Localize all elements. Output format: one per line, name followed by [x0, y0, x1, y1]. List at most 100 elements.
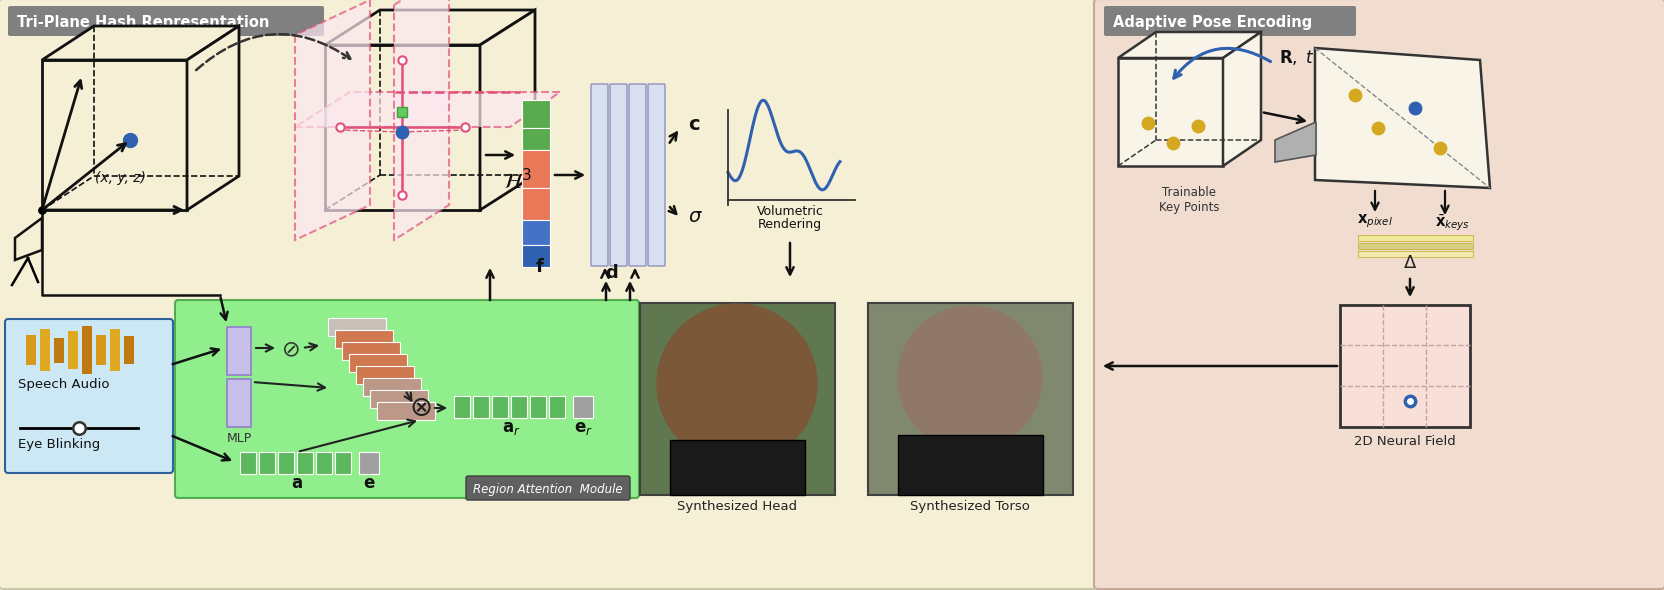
- Polygon shape: [479, 10, 536, 210]
- FancyBboxPatch shape: [671, 440, 805, 495]
- FancyBboxPatch shape: [398, 107, 408, 117]
- FancyBboxPatch shape: [511, 396, 527, 418]
- FancyBboxPatch shape: [5, 319, 173, 473]
- Text: $\mathbf{e}$: $\mathbf{e}$: [363, 474, 376, 492]
- Text: (x, y, z): (x, y, z): [95, 171, 146, 185]
- FancyBboxPatch shape: [334, 452, 351, 474]
- FancyBboxPatch shape: [869, 303, 1073, 495]
- FancyBboxPatch shape: [378, 402, 434, 420]
- FancyBboxPatch shape: [278, 452, 295, 474]
- Polygon shape: [324, 45, 479, 210]
- FancyBboxPatch shape: [356, 366, 414, 384]
- Polygon shape: [1118, 58, 1223, 166]
- Polygon shape: [295, 0, 369, 240]
- Polygon shape: [1118, 32, 1261, 58]
- FancyBboxPatch shape: [454, 396, 469, 418]
- FancyBboxPatch shape: [68, 331, 78, 369]
- FancyBboxPatch shape: [522, 220, 551, 245]
- Circle shape: [899, 306, 1042, 450]
- FancyBboxPatch shape: [522, 128, 551, 150]
- FancyBboxPatch shape: [0, 0, 1097, 589]
- Text: Speech Audio: Speech Audio: [18, 378, 110, 391]
- FancyBboxPatch shape: [522, 100, 551, 128]
- FancyBboxPatch shape: [316, 452, 333, 474]
- FancyBboxPatch shape: [493, 396, 508, 418]
- FancyBboxPatch shape: [260, 452, 275, 474]
- FancyBboxPatch shape: [629, 84, 646, 266]
- FancyBboxPatch shape: [1103, 6, 1356, 36]
- Polygon shape: [324, 10, 536, 45]
- Text: $\oslash$: $\oslash$: [281, 340, 300, 360]
- Polygon shape: [1315, 48, 1489, 188]
- FancyBboxPatch shape: [296, 452, 313, 474]
- Polygon shape: [42, 60, 186, 210]
- FancyBboxPatch shape: [466, 476, 631, 500]
- Text: $\mathbf{e}_r$: $\mathbf{e}_r$: [574, 419, 592, 437]
- Text: Region Attention  Module: Region Attention Module: [473, 483, 622, 497]
- Text: Eye Blinking: Eye Blinking: [18, 438, 100, 451]
- FancyBboxPatch shape: [27, 335, 37, 365]
- Circle shape: [657, 304, 817, 464]
- Text: Tri-Plane Hash Representation: Tri-Plane Hash Representation: [17, 15, 270, 31]
- Text: Synthesized Head: Synthesized Head: [677, 500, 797, 513]
- Text: $\mathbf{f}$: $\mathbf{f}$: [536, 258, 546, 276]
- FancyBboxPatch shape: [343, 342, 399, 360]
- Text: $\bar{\mathbf{x}}_{keys}$: $\bar{\mathbf{x}}_{keys}$: [1436, 212, 1471, 232]
- FancyBboxPatch shape: [899, 435, 1043, 495]
- Polygon shape: [394, 0, 449, 240]
- Text: $\mathbf{x}_{pixel}$: $\mathbf{x}_{pixel}$: [1356, 212, 1393, 230]
- FancyBboxPatch shape: [531, 396, 546, 418]
- FancyBboxPatch shape: [328, 318, 386, 336]
- Text: $\otimes$: $\otimes$: [409, 394, 431, 422]
- Polygon shape: [1275, 122, 1316, 162]
- FancyBboxPatch shape: [226, 379, 251, 427]
- FancyArrowPatch shape: [1173, 48, 1271, 78]
- FancyBboxPatch shape: [1093, 0, 1664, 589]
- Text: $\mathbf{R},\ \mathit{t}$: $\mathbf{R},\ \mathit{t}$: [1280, 48, 1315, 67]
- Polygon shape: [295, 92, 561, 127]
- FancyBboxPatch shape: [641, 303, 835, 495]
- FancyBboxPatch shape: [363, 378, 421, 396]
- Text: Rendering: Rendering: [757, 218, 822, 231]
- FancyBboxPatch shape: [549, 396, 566, 418]
- Text: $\mathbf{a}_r$: $\mathbf{a}_r$: [501, 419, 521, 437]
- Text: $\Delta$: $\Delta$: [1403, 254, 1418, 272]
- FancyBboxPatch shape: [522, 150, 551, 188]
- FancyBboxPatch shape: [1358, 235, 1473, 241]
- FancyBboxPatch shape: [226, 327, 251, 375]
- Text: 2D Neural Field: 2D Neural Field: [1354, 435, 1456, 448]
- Text: Synthesized Torso: Synthesized Torso: [910, 500, 1030, 513]
- FancyBboxPatch shape: [40, 329, 50, 371]
- FancyBboxPatch shape: [572, 396, 592, 418]
- FancyBboxPatch shape: [369, 390, 428, 408]
- FancyBboxPatch shape: [1358, 251, 1473, 257]
- Text: Adaptive Pose Encoding: Adaptive Pose Encoding: [1113, 15, 1313, 31]
- FancyBboxPatch shape: [110, 329, 120, 371]
- FancyBboxPatch shape: [522, 188, 551, 220]
- Text: $\mathbf{d}$: $\mathbf{d}$: [606, 264, 619, 282]
- FancyBboxPatch shape: [1340, 305, 1469, 427]
- FancyBboxPatch shape: [522, 245, 551, 267]
- FancyBboxPatch shape: [53, 338, 63, 363]
- Text: MLP: MLP: [226, 432, 251, 445]
- FancyBboxPatch shape: [647, 84, 666, 266]
- FancyBboxPatch shape: [611, 84, 627, 266]
- FancyBboxPatch shape: [97, 335, 106, 365]
- Polygon shape: [42, 26, 240, 60]
- Text: Trainable
Key Points: Trainable Key Points: [1158, 186, 1220, 214]
- FancyBboxPatch shape: [473, 396, 489, 418]
- Text: $\mathcal{H}^3$: $\mathcal{H}^3$: [503, 168, 532, 192]
- FancyBboxPatch shape: [8, 6, 324, 36]
- Text: Volumetric: Volumetric: [757, 205, 824, 218]
- FancyBboxPatch shape: [1358, 243, 1473, 249]
- FancyBboxPatch shape: [240, 452, 256, 474]
- FancyBboxPatch shape: [82, 326, 92, 374]
- Polygon shape: [186, 26, 240, 210]
- FancyBboxPatch shape: [359, 452, 379, 474]
- FancyBboxPatch shape: [334, 330, 393, 348]
- Text: $\mathbf{c}$: $\mathbf{c}$: [687, 115, 701, 134]
- FancyBboxPatch shape: [349, 354, 408, 372]
- FancyBboxPatch shape: [591, 84, 607, 266]
- Text: $\mathbf{a}$: $\mathbf{a}$: [291, 474, 303, 492]
- Polygon shape: [1223, 32, 1261, 166]
